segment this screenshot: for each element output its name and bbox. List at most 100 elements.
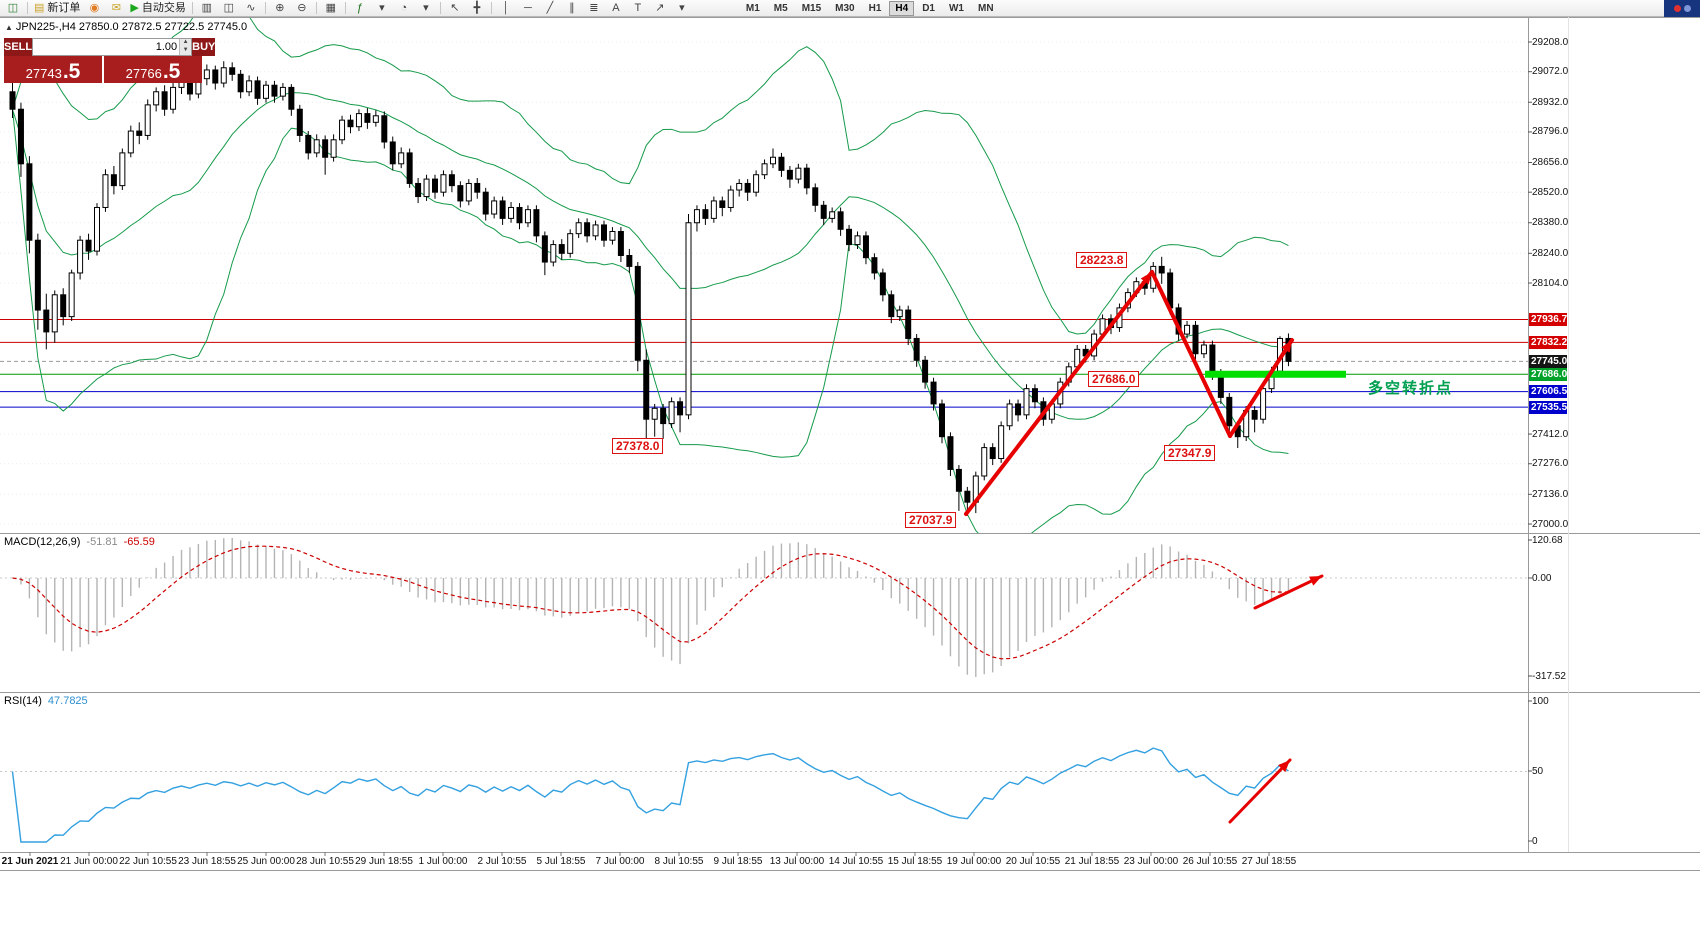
price-badge-27745.0: 27745.0 [1529, 354, 1568, 368]
price-badge-27832.2: 27832.2 [1529, 335, 1568, 349]
rsi-indicator-label: RSI(14) 47.7825 [4, 695, 88, 707]
horizontal-line-button-icon: ─ [523, 1, 532, 14]
timeframe-h1[interactable]: H1 [868, 2, 882, 14]
indicators-button-icon: ƒ [356, 1, 363, 14]
time-axis-label: 5 Jul 18:55 [536, 856, 586, 867]
toolbar-separator [344, 2, 346, 14]
sell-price-fraction: .5 [62, 60, 81, 83]
arrows-button[interactable]: ↗ [649, 0, 671, 17]
connection-status [1664, 0, 1700, 17]
main-toolbar: ◫ ▤ 新订单 ◉ ✉ ▶ 自动交易 ▥ ◫ ∿ ⊕ ⊖ ▦ ƒ ▾ ◔ ▾ ↖ ╋ │ ─ ╱ ∥ ≣ A T ↗ ▾ M1 M5 M1… [0, 0, 1700, 17]
new-order-button-icon: ▤ [34, 1, 45, 14]
price-axis-label: 29208.0 [1532, 36, 1569, 48]
time-axis-label: 1 Jul 00:00 [418, 856, 468, 867]
periods-dropdown-icon: ▾ [423, 1, 429, 14]
rally-arrow [964, 270, 1154, 516]
price-axis-label: 28104.0 [1532, 277, 1569, 289]
price-badge-27686.0: 27686.0 [1529, 367, 1568, 381]
price-badge-27535.5: 27535.5 [1529, 400, 1568, 414]
rsi-scale-label: 0 [1532, 835, 1538, 847]
time-axis-label: 22 Jun 10:55 [119, 856, 177, 867]
bounce-arrow [1228, 338, 1294, 438]
indicators-dropdown[interactable]: ▾ [371, 0, 393, 17]
time-axis-label: 15 Jul 18:55 [887, 856, 943, 867]
line-chart-button-icon: ∿ [246, 1, 256, 14]
mql5-community-icon[interactable]: ◉ [83, 0, 105, 17]
arrows-button-icon: ↗ [655, 1, 665, 14]
label-button[interactable]: T [627, 0, 649, 17]
volume-input[interactable] [33, 39, 180, 55]
buy-price-button[interactable]: 27766 .5 [104, 56, 202, 83]
label-button-icon: T [634, 1, 642, 14]
new-order-button-label: 新订单 [47, 1, 81, 14]
crosshair-button-icon: ╋ [473, 1, 481, 14]
timeframe-m30[interactable]: M30 [835, 2, 855, 14]
macd-scale-label: 120.68 [1532, 534, 1563, 546]
cursor-button-icon: ↖ [450, 1, 460, 14]
timeframe-m1[interactable]: M1 [745, 2, 760, 14]
macd-signal-value: -65.59 [123, 536, 155, 548]
sell-price-button[interactable]: 27743 .5 [4, 56, 102, 83]
volume-down-button[interactable]: ▼ [179, 47, 192, 55]
macd-name: MACD(12,26,9) [4, 536, 81, 548]
one-click-toggle-icon[interactable]: ▲ [5, 23, 13, 32]
periods-button[interactable]: ◔ [393, 0, 415, 17]
symbol-ohlc-text: JPN225-,H4 27850.0 27872.5 27722.5 27745… [15, 21, 248, 33]
timeframe-m5[interactable]: M5 [773, 2, 788, 14]
bar-chart-button[interactable]: ▥ [196, 0, 218, 17]
periods-dropdown[interactable]: ▾ [415, 0, 437, 17]
fibonacci-button[interactable]: ≣ [583, 0, 605, 17]
price-annotation-27037.9: 27037.9 [905, 512, 957, 528]
buy-price-main: 27766 [125, 66, 162, 81]
price-annotation-27686.0: 27686.0 [1088, 371, 1140, 387]
time-axis-label: 21 Jun 00:00 [60, 856, 118, 867]
time-axis-label: 23 Jul 00:00 [1123, 856, 1179, 867]
indicators-button[interactable]: ƒ [349, 0, 371, 17]
price-annotation-27347.9: 27347.9 [1164, 445, 1216, 461]
autotrading-button-label: 自动交易 [141, 1, 186, 14]
arrows-dropdown[interactable]: ▾ [671, 0, 693, 17]
zoom-in-button[interactable]: ⊕ [269, 0, 291, 17]
price-axis-label: 27412.0 [1532, 428, 1569, 440]
toolbar-separator [264, 2, 266, 14]
decline-arrow [1150, 270, 1232, 438]
new-order-button[interactable]: ▤ 新订单 [31, 0, 83, 17]
toolbar-separator [439, 2, 441, 14]
crosshair-button[interactable]: ╋ [466, 0, 488, 17]
chart-window-icon[interactable]: ◫ [2, 0, 24, 17]
autotrading-button[interactable]: ▶ 自动交易 [127, 0, 188, 17]
channel-button[interactable]: ∥ [561, 0, 583, 17]
tile-windows-button-icon: ▦ [325, 1, 337, 14]
timeframe-toolbar: M1 M5 M15 M30 H1 H4 D1 W1 MN [739, 0, 1001, 16]
rsi-scale-label: 50 [1532, 765, 1544, 777]
buy-button[interactable]: BUY [192, 38, 216, 56]
volume-up-button[interactable]: ▲ [179, 39, 192, 47]
cursor-button[interactable]: ↖ [444, 0, 466, 17]
candlestick-chart-button[interactable]: ◫ [218, 0, 240, 17]
sell-button[interactable]: SELL [4, 38, 33, 56]
line-chart-button[interactable]: ∿ [240, 0, 262, 17]
time-axis-label: 21 Jul 18:55 [1064, 856, 1120, 867]
toolbar-separator [191, 2, 193, 14]
toolbar-buttons: ◫ ▤ 新订单 ◉ ✉ ▶ 自动交易 ▥ ◫ ∿ ⊕ ⊖ ▦ ƒ ▾ ◔ ▾ ↖ ╋ │ ─ ╱ ∥ ≣ A T ↗ ▾ [2, 0, 693, 17]
timeframe-m15[interactable]: M15 [801, 2, 822, 14]
horizontal-line-button[interactable]: ─ [517, 0, 539, 17]
timeframe-w1[interactable]: W1 [948, 2, 964, 14]
text-button[interactable]: A [605, 0, 627, 17]
fibonacci-button-icon: ≣ [589, 1, 599, 14]
timeframe-mn[interactable]: MN [977, 2, 994, 14]
price-annotation-28223.8: 28223.8 [1076, 252, 1128, 268]
time-axis-label: 28 Jun 10:55 [296, 856, 354, 867]
vertical-line-button[interactable]: │ [495, 0, 517, 17]
time-axis-label: 21 Jun 2021 [1, 856, 59, 867]
timeframe-d1[interactable]: D1 [922, 2, 935, 14]
status-red-dot-icon [1673, 5, 1681, 12]
trendline-button[interactable]: ╱ [539, 0, 561, 17]
chat-icon[interactable]: ✉ [105, 0, 127, 17]
macd-scale-label: 0.00 [1532, 572, 1552, 584]
timeframe-h4[interactable]: H4 [889, 0, 915, 16]
tile-windows-button[interactable]: ▦ [320, 0, 342, 17]
price-axis-label: 29072.0 [1532, 66, 1569, 78]
zoom-out-button[interactable]: ⊖ [291, 0, 313, 17]
